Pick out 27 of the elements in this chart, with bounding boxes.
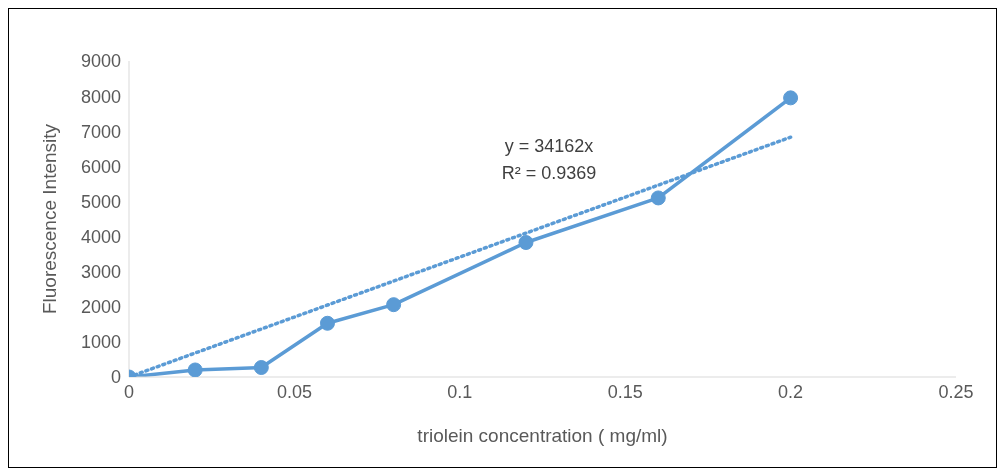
y-axis-title: Fluorescence Intensity [38,123,60,315]
x-axis-title: triolein concentration ( mg/ml) [417,425,668,446]
y-tick-label: 2000 [80,297,121,318]
y-tick-label: 9000 [80,51,121,72]
point [783,90,799,106]
x-tick-label: 0.25 [938,381,974,402]
annotation: R² = 0.9369 [500,162,598,185]
y-tick-label: 4000 [80,226,121,247]
x-tick-label: 0.05 [276,381,312,402]
point [253,360,269,376]
point [650,190,666,206]
point [386,297,402,313]
x-tick-label: 0 [123,381,135,402]
x-tick-label: 0.15 [607,381,643,402]
x-tick-label: 0.1 [447,381,473,402]
y-tick-label: 3000 [80,262,121,283]
y-tick-label: 5000 [80,191,121,212]
annotation: y = 34162x [503,135,595,158]
point [319,315,335,331]
y-tick-label: 6000 [80,156,121,177]
y-tick-label: 1000 [80,332,121,353]
point [518,235,534,251]
point [187,362,203,377]
y-tick-label: 7000 [80,121,121,142]
x-tick-label: 0.2 [778,381,804,402]
y-tick-label: 8000 [80,86,121,107]
y-tick-label: 0 [110,367,121,388]
